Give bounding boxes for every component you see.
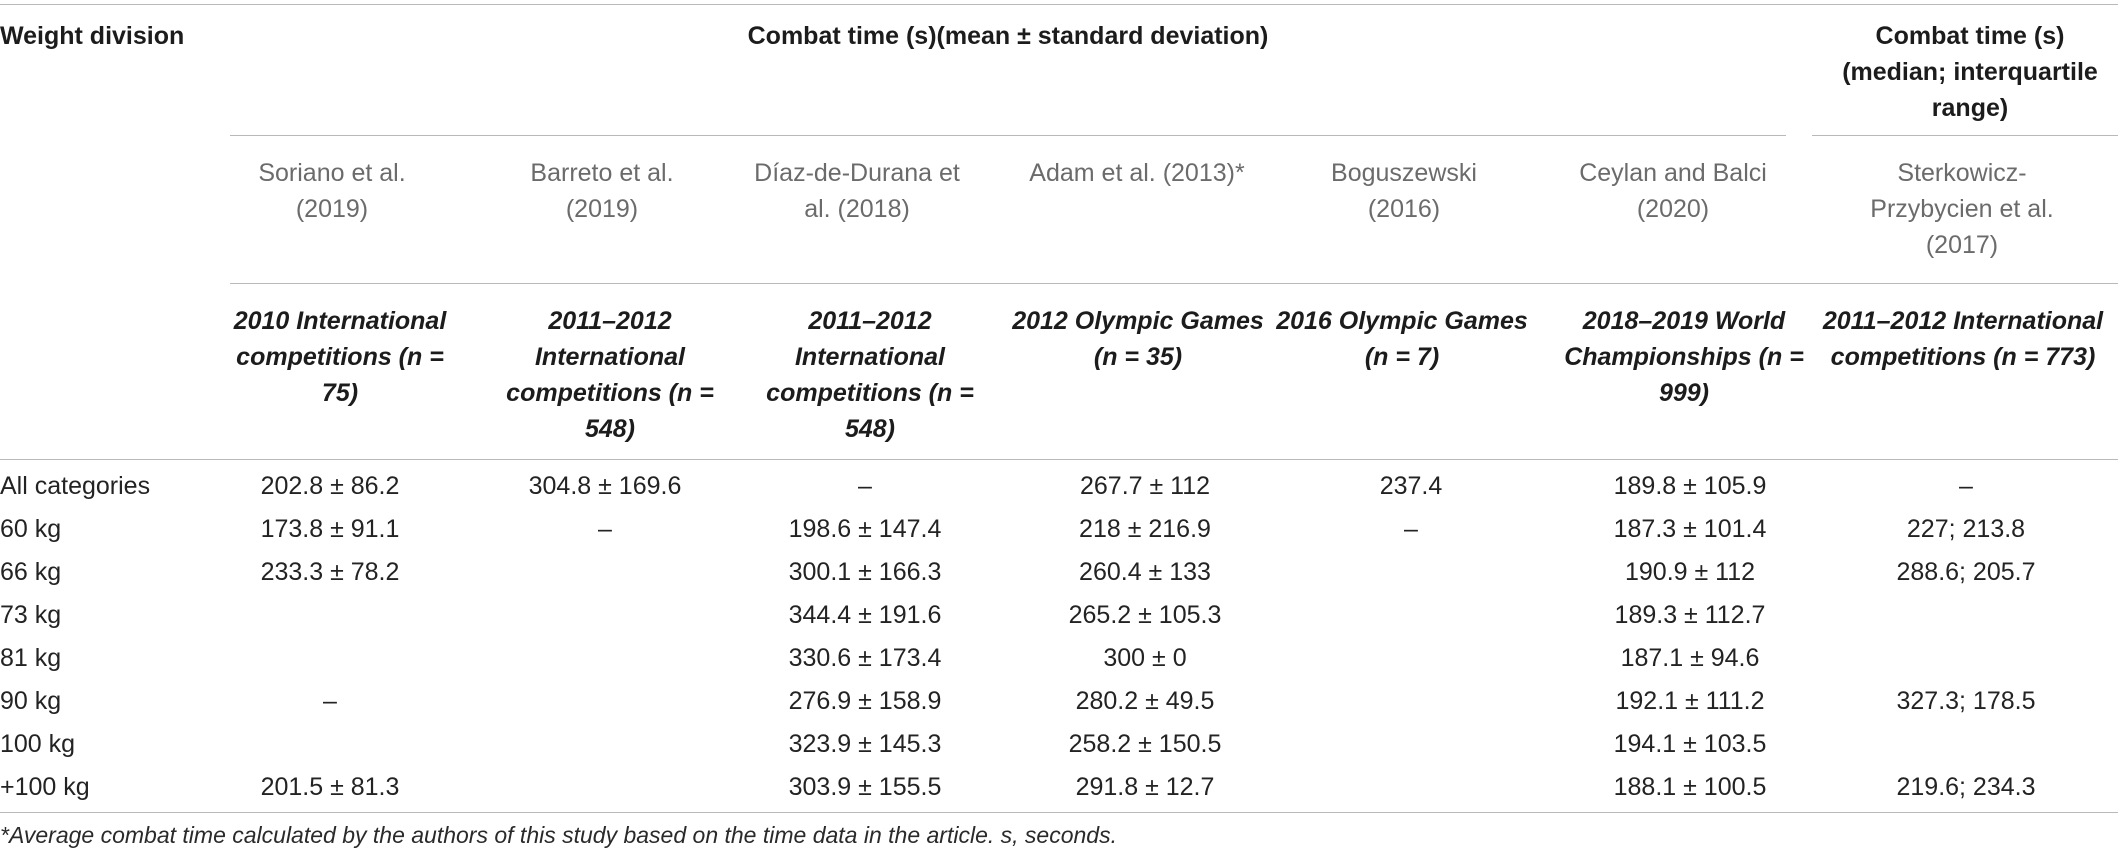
table-cell: 187.1 ± 94.6 [1620, 644, 1760, 672]
table-cell [230, 594, 430, 637]
study-author: Ceylan and Balci (2020) [1579, 159, 1767, 223]
table-cell [1306, 637, 1516, 680]
header-weight-division: Weight division [0, 22, 185, 50]
table-cell: 233.3 ± 78.2 [260, 558, 400, 586]
study-author: Soriano et al. (2019) [258, 159, 406, 223]
table-cell: 190.9 ± 112 [1624, 558, 1756, 586]
group-rule-median [1812, 135, 2118, 136]
table-cell: 300 ± 0 [1103, 644, 1187, 672]
table-cell: 267.7 ± 112 [1079, 472, 1211, 500]
table-cell: – [323, 687, 337, 715]
table-cell [500, 551, 710, 594]
table-cell [500, 637, 710, 680]
study-author: Boguszewski (2016) [1331, 159, 1477, 223]
table-cell: 330.6 ± 173.4 [788, 644, 942, 672]
table-cell: 202.8 ± 86.2 [260, 472, 400, 500]
table-cell: 288.6; 205.7 [1896, 558, 2036, 586]
table-cell: 265.2 ± 105.3 [1068, 601, 1222, 629]
table-cell: 201.5 ± 81.3 [260, 773, 400, 801]
table-cell: 323.9 ± 145.3 [788, 730, 942, 758]
table-cell [1306, 680, 1516, 723]
table-cell [1866, 723, 2066, 766]
header-mean-group: Combat time (s)(mean ± standard deviatio… [747, 22, 1269, 50]
table-cell: 327.3; 178.5 [1896, 687, 2036, 715]
row-label: All categories [0, 472, 151, 500]
table-cell [500, 766, 710, 809]
table-cell: – [598, 515, 612, 543]
table-cell: – [1404, 515, 1418, 543]
table-bottom-rule [0, 812, 2118, 813]
table-cell: 304.8 ± 169.6 [528, 472, 682, 500]
study-author: Sterkowicz-Przybycien et al. (2017) [1870, 159, 2054, 259]
row-label: 90 kg [0, 687, 62, 715]
table-cell [1306, 594, 1516, 637]
table-cell: 227; 213.8 [1906, 515, 2026, 543]
study-sample: 2010 International competitions (n = 75) [233, 307, 447, 407]
table-cell: 291.8 ± 12.7 [1075, 773, 1215, 801]
table-cell: 300.1 ± 166.3 [788, 558, 942, 586]
table-cell: 237.4 [1379, 472, 1443, 500]
table-cell: 218 ± 216.9 [1079, 515, 1211, 543]
table-cell [500, 723, 710, 766]
table-cell: 258.2 ± 150.5 [1068, 730, 1222, 758]
table-cell: 173.8 ± 91.1 [260, 515, 400, 543]
row-label: 100 kg [0, 730, 76, 758]
table-cell [230, 637, 430, 680]
row-label: 60 kg [0, 515, 62, 543]
table-cell: 187.3 ± 101.4 [1613, 515, 1767, 543]
study-author: Barreto et al. (2019) [530, 159, 674, 223]
table-cell: 189.3 ± 112.7 [1614, 601, 1766, 629]
table-cell: 219.6; 234.3 [1896, 773, 2036, 801]
table-cell [1306, 766, 1516, 809]
table-cell [1306, 723, 1516, 766]
table-cell: 194.1 ± 103.5 [1613, 730, 1767, 758]
study-sample: 2018–2019 World Championships (n = 999) [1564, 307, 1804, 407]
table-cell [1866, 637, 2066, 680]
table-cell [1866, 594, 2066, 637]
header-bottom-rule [0, 459, 2118, 460]
table-cell: – [1959, 472, 1973, 500]
study-sample: 2011–2012 International competitions (n … [766, 307, 974, 443]
table-footnote: *Average combat time calculated by the a… [0, 822, 1117, 848]
table-cell: 188.1 ± 100.5 [1613, 773, 1767, 801]
study-sample: 2016 Olympic Games (n = 7) [1276, 307, 1528, 371]
table-cell [1306, 551, 1516, 594]
study-author: Díaz-de-Durana et al. (2018) [754, 159, 960, 223]
header-median-group: Combat time (s) (median; interquartile r… [1842, 22, 2098, 122]
table-cell: 198.6 ± 147.4 [788, 515, 942, 543]
table-cell: 344.4 ± 191.6 [788, 601, 942, 629]
table-cell: 260.4 ± 133 [1079, 558, 1211, 586]
group-rule-mean [230, 135, 1786, 136]
table-cell [500, 594, 710, 637]
table-cell: – [858, 472, 872, 500]
study-rule [230, 283, 2118, 284]
row-label: 66 kg [0, 558, 62, 586]
study-sample: 2012 Olympic Games (n = 35) [1012, 307, 1264, 371]
study-author: Adam et al. (2013)* [1029, 159, 1245, 187]
study-sample: 2011–2012 International competitions (n … [506, 307, 714, 443]
study-sample: 2011–2012 International competitions (n … [1822, 307, 2104, 371]
row-label: 81 kg [0, 644, 62, 672]
table-cell: 280.2 ± 49.5 [1075, 687, 1215, 715]
table-cell: 303.9 ± 155.5 [788, 773, 942, 801]
table-cell: 276.9 ± 158.9 [788, 687, 942, 715]
table-cell [500, 680, 710, 723]
table-cell: 189.8 ± 105.9 [1613, 472, 1767, 500]
table-cell: 192.1 ± 111.2 [1615, 687, 1765, 715]
table-cell [230, 723, 430, 766]
row-label: 73 kg [0, 601, 62, 629]
top-rule [0, 4, 2118, 5]
row-label: +100 kg [0, 773, 90, 801]
